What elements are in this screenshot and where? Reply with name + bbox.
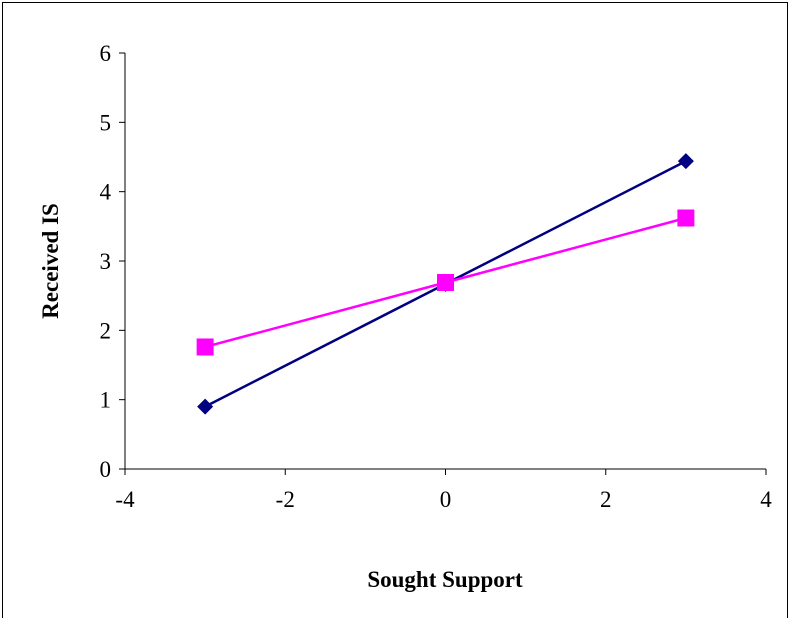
y-tick-label: 2 [100, 318, 112, 343]
x-tick-label: 4 [760, 487, 772, 512]
x-tick-label: -2 [276, 487, 295, 512]
y-tick-label: 5 [100, 110, 112, 135]
x-tick-label: -4 [115, 487, 135, 512]
data-point-square [196, 338, 214, 356]
x-tick-label: 0 [440, 487, 452, 512]
y-tick-label: 6 [100, 41, 112, 66]
y-tick-label: 1 [100, 388, 112, 413]
y-tick-label: 0 [100, 457, 112, 482]
data-point-diamond [197, 398, 214, 415]
data-point-diamond [677, 153, 694, 170]
y-axis-title: Received IS [38, 203, 63, 319]
y-tick-label: 4 [100, 180, 112, 205]
data-point-square [677, 209, 695, 227]
axes: 0 1 2 3 4 5 6 -4 -2 0 2 4 [100, 41, 773, 512]
y-tick-label: 3 [100, 249, 112, 274]
x-tick-label: 2 [600, 487, 612, 512]
series-group [196, 153, 695, 415]
data-point-square [437, 273, 454, 291]
x-axis-title: Sought Support [367, 567, 523, 592]
